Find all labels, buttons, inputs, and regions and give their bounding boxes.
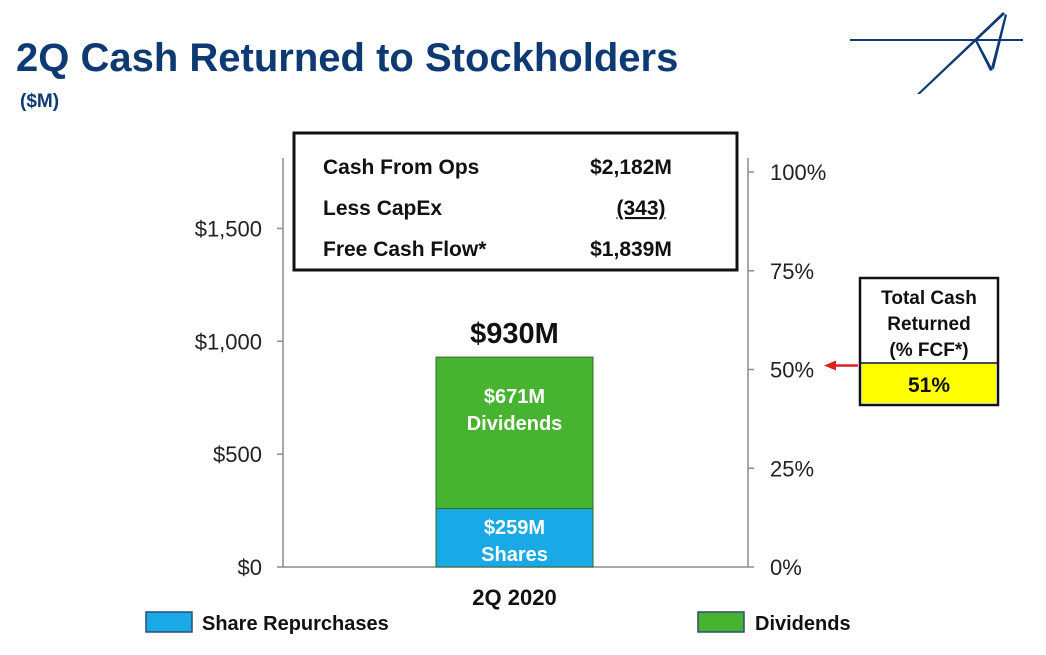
callout-arrow-head <box>824 360 836 371</box>
page-title: 2Q Cash Returned to Stockholders <box>16 36 679 80</box>
info-box-label: Free Cash Flow* <box>323 238 487 261</box>
legend-swatch-share-repurchases <box>145 611 193 633</box>
callout-value: 51% <box>908 374 950 397</box>
legend-label-dividends: Dividends <box>755 613 851 635</box>
info-box <box>292 131 739 272</box>
bar-dividends-label: $671M <box>484 386 545 408</box>
company-logo-star-icon <box>850 12 1023 94</box>
bar-dividends-label: Dividends <box>467 413 563 435</box>
bar-total-label: $930M <box>470 318 559 350</box>
callout-title-line: Total Cash <box>881 288 977 309</box>
y-left-tick-label: $1,000 <box>195 329 262 354</box>
info-box-value: $2,182M <box>590 156 672 179</box>
y-right-tick-label: 75% <box>770 259 814 284</box>
info-box-value: $1,839M <box>590 238 672 261</box>
bar-share-repurchases-label: $259M <box>484 517 545 539</box>
legend-swatch-dividends <box>697 611 745 633</box>
bar-dividends <box>435 356 594 510</box>
info-box-label: Cash From Ops <box>323 156 479 179</box>
y-left-tick-label: $0 <box>238 555 262 580</box>
y-right-tick-label: 0% <box>770 555 802 580</box>
bar-share-repurchases <box>435 508 594 568</box>
bar-share-repurchases-label: Shares <box>481 544 548 566</box>
info-box-label: Less CapEx <box>323 197 442 220</box>
callout-value-highlight <box>862 364 996 403</box>
callout-title-line: (% FCF*) <box>889 340 968 361</box>
page-subtitle: ($M) <box>20 91 60 112</box>
info-box-value: (343) <box>616 197 665 220</box>
y-right-tick-label: 100% <box>770 160 826 185</box>
callout-title-line: Returned <box>887 314 970 335</box>
x-category-label: 2Q 2020 <box>472 585 556 610</box>
y-right-tick-label: 50% <box>770 358 814 383</box>
legend-label-share-repurchases: Share Repurchases <box>202 613 389 635</box>
y-right-tick-label: 25% <box>770 456 814 481</box>
y-left-tick-label: $500 <box>213 442 262 467</box>
y-left-tick-label: $1,500 <box>195 216 262 241</box>
